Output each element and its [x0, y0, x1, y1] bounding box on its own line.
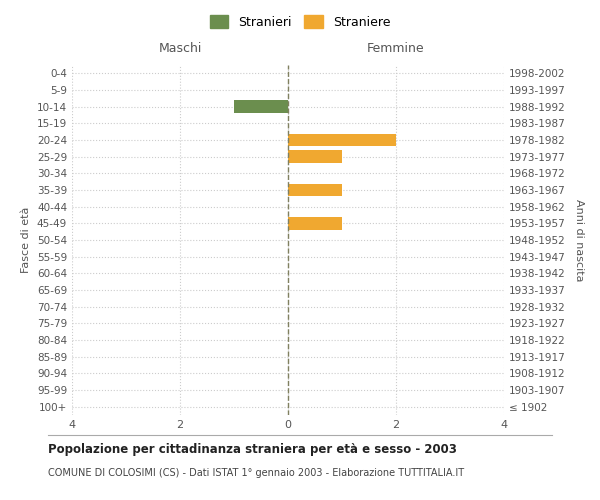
Bar [234, 100, 288, 113]
Legend: Stranieri, Straniere: Stranieri, Straniere [206, 11, 394, 32]
Y-axis label: Anni di nascita: Anni di nascita [574, 198, 584, 281]
Bar [288, 150, 342, 163]
Text: Maschi: Maschi [158, 42, 202, 55]
Y-axis label: Fasce di età: Fasce di età [22, 207, 31, 273]
Bar [288, 134, 396, 146]
Text: Femmine: Femmine [367, 42, 425, 55]
Text: COMUNE DI COLOSIMI (CS) - Dati ISTAT 1° gennaio 2003 - Elaborazione TUTTITALIA.I: COMUNE DI COLOSIMI (CS) - Dati ISTAT 1° … [48, 468, 464, 477]
Bar [288, 184, 342, 196]
Bar [288, 217, 342, 230]
Text: Popolazione per cittadinanza straniera per età e sesso - 2003: Popolazione per cittadinanza straniera p… [48, 442, 457, 456]
